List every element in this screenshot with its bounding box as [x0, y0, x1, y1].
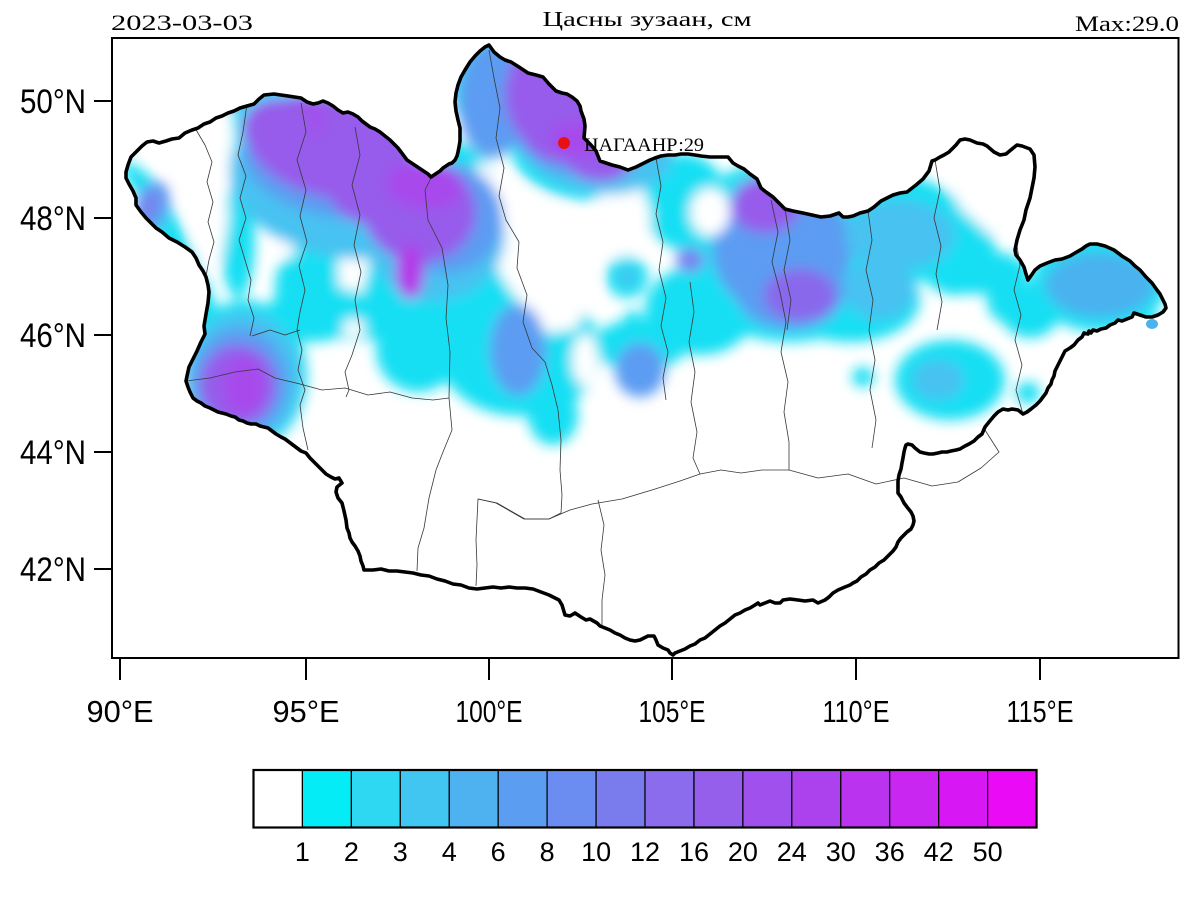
svg-text:ЦАГААНР:29: ЦАГААНР:29: [584, 135, 704, 156]
svg-text:44°N: 44°N: [20, 434, 86, 472]
svg-text:50°N: 50°N: [20, 83, 86, 121]
svg-text:2: 2: [344, 837, 359, 867]
svg-text:6: 6: [491, 837, 506, 867]
svg-text:110°E: 110°E: [823, 694, 890, 729]
svg-text:105°E: 105°E: [639, 694, 706, 729]
svg-text:46°N: 46°N: [20, 317, 86, 355]
svg-text:90°E: 90°E: [87, 694, 154, 729]
svg-text:36: 36: [875, 837, 905, 867]
svg-text:24: 24: [777, 837, 807, 867]
svg-text:10: 10: [581, 837, 611, 867]
svg-text:42: 42: [924, 837, 954, 867]
svg-text:3: 3: [393, 837, 408, 867]
svg-text:48°N: 48°N: [20, 200, 86, 238]
svg-text:2023-03-03: 2023-03-03: [111, 10, 253, 35]
svg-text:12: 12: [630, 837, 660, 867]
svg-text:50: 50: [973, 837, 1003, 867]
svg-text:115°E: 115°E: [1007, 694, 1074, 729]
svg-text:4: 4: [442, 837, 457, 867]
svg-text:8: 8: [540, 837, 555, 867]
svg-text:Цасны зузаан, см: Цасны зузаан, см: [543, 7, 752, 31]
svg-text:1: 1: [295, 837, 310, 867]
svg-text:95°E: 95°E: [273, 694, 340, 729]
svg-text:100°E: 100°E: [456, 694, 523, 729]
svg-text:Max:29.0: Max:29.0: [1075, 11, 1179, 36]
svg-text:20: 20: [728, 837, 758, 867]
svg-text:42°N: 42°N: [20, 551, 86, 589]
svg-text:30: 30: [826, 837, 856, 867]
svg-text:16: 16: [679, 837, 709, 867]
